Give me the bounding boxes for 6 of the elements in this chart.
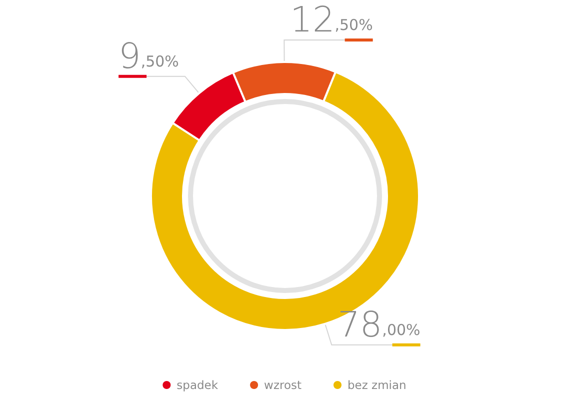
data-label: 78,00% (338, 305, 420, 346)
data-label: 12,50% (290, 0, 373, 40)
legend-label: wzrost (264, 378, 302, 392)
legend-label: bez zmian (347, 378, 406, 392)
legend-label: spadek (176, 378, 218, 392)
data-label: 9,50% (118, 36, 179, 77)
